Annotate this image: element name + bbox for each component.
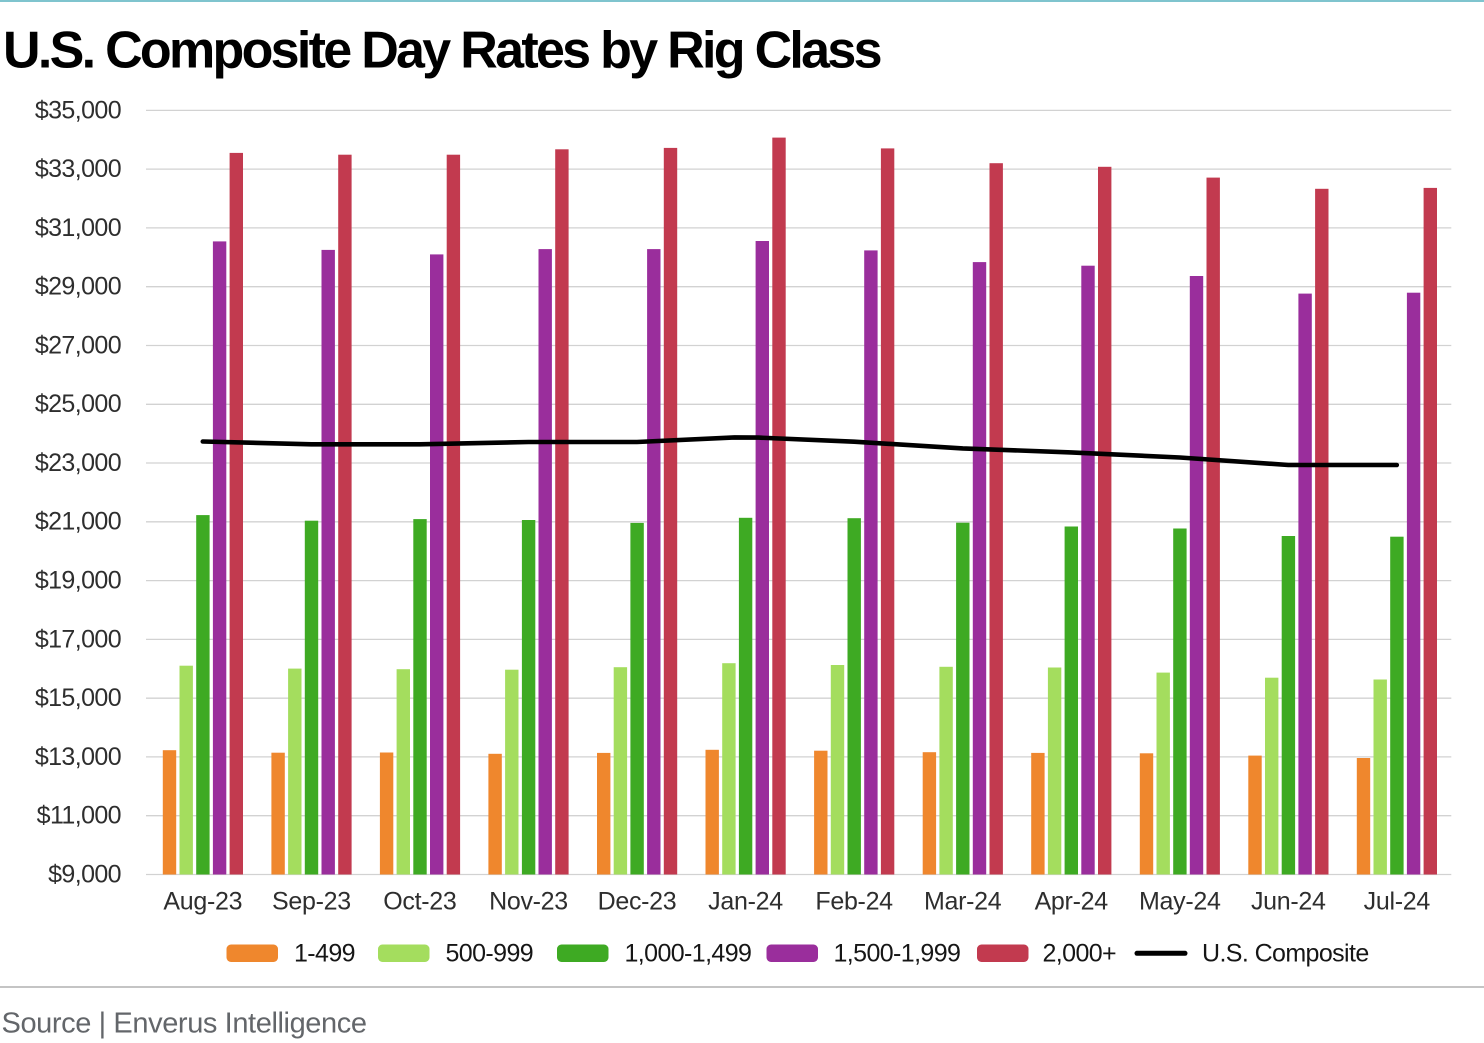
svg-text:$33,000: $33,000	[35, 155, 121, 183]
svg-text:Jan-24: Jan-24	[708, 887, 783, 915]
svg-text:U.S. Composite: U.S. Composite	[1202, 940, 1369, 968]
svg-text:$35,000: $35,000	[35, 96, 121, 124]
svg-text:$27,000: $27,000	[35, 331, 121, 359]
svg-text:2,000+: 2,000+	[1043, 940, 1117, 968]
svg-text:$23,000: $23,000	[35, 449, 121, 477]
svg-text:$19,000: $19,000	[35, 567, 121, 595]
svg-text:1,500-1,999: 1,500-1,999	[834, 940, 961, 968]
svg-text:Jul-24: Jul-24	[1364, 887, 1431, 915]
svg-text:Sep-23: Sep-23	[272, 887, 351, 915]
svg-text:Apr-24: Apr-24	[1035, 887, 1109, 915]
svg-text:1,000-1,499: 1,000-1,499	[625, 940, 752, 968]
svg-text:Source | Enverus Intelligence: Source | Enverus Intelligence	[2, 1008, 367, 1040]
svg-text:$13,000: $13,000	[35, 743, 121, 771]
svg-text:$29,000: $29,000	[35, 273, 121, 301]
svg-text:Dec-23: Dec-23	[598, 887, 677, 915]
svg-text:$25,000: $25,000	[35, 390, 121, 418]
svg-text:$21,000: $21,000	[35, 508, 121, 536]
svg-text:1-499: 1-499	[294, 940, 355, 968]
svg-text:Nov-23: Nov-23	[489, 887, 568, 915]
svg-text:May-24: May-24	[1139, 887, 1221, 915]
svg-text:Oct-23: Oct-23	[383, 887, 456, 915]
svg-text:$17,000: $17,000	[35, 625, 121, 653]
svg-text:$11,000: $11,000	[37, 802, 121, 830]
svg-text:Aug-23: Aug-23	[163, 887, 242, 915]
svg-text:Jun-24: Jun-24	[1251, 887, 1326, 915]
svg-text:U.S. Composite Day Rates by Ri: U.S. Composite Day Rates by Rig Class	[3, 22, 881, 80]
svg-text:$31,000: $31,000	[35, 214, 121, 242]
svg-text:500-999: 500-999	[446, 940, 534, 968]
svg-text:Mar-24: Mar-24	[924, 887, 1002, 915]
svg-text:$9,000: $9,000	[48, 860, 121, 888]
svg-text:Feb-24: Feb-24	[815, 887, 893, 915]
svg-text:$15,000: $15,000	[35, 684, 121, 712]
